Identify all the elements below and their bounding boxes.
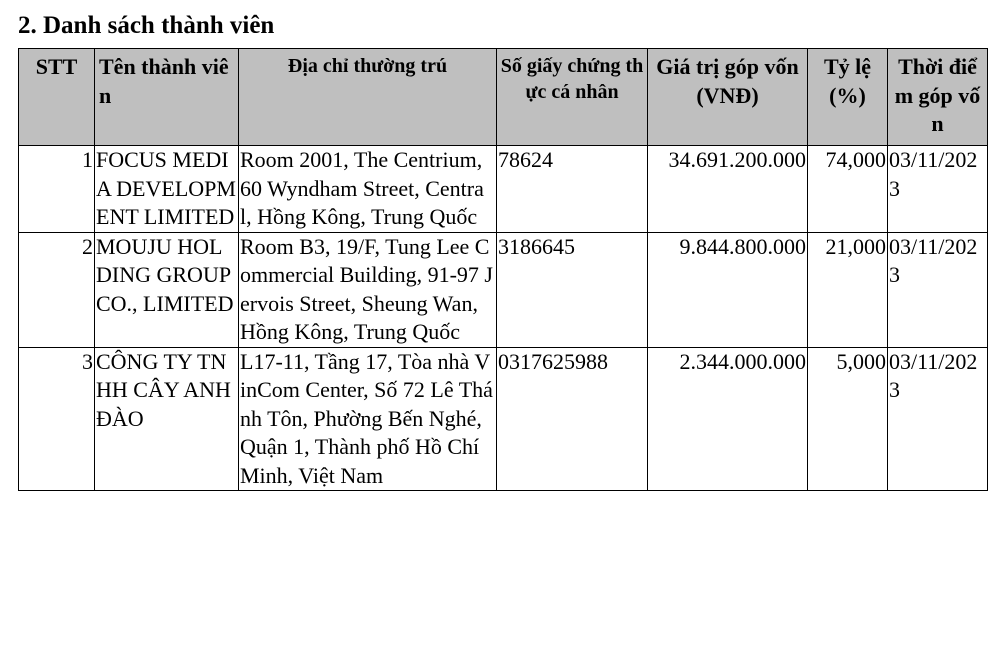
header-address: Địa chỉ thường trú: [238, 48, 497, 146]
cell-capital: 9.844.800.000: [647, 231, 808, 348]
header-id-number: Số giấy chứng thực cá nhân: [496, 48, 648, 146]
cell-id-number: 3186645: [496, 231, 648, 348]
cell-stt: 1: [18, 145, 95, 233]
cell-address: Room 2001, The Centrium, 60 Wyndham Stre…: [238, 145, 497, 233]
section-title: 2. Danh sách thành viên: [18, 12, 275, 39]
header-time: Thời điểm góp vốn: [887, 48, 988, 146]
cell-id-number: 0317625988: [496, 346, 648, 491]
cell-ratio: 5,000: [807, 346, 888, 491]
cell-member-name: FOCUS MEDIA DEVELOPMENT LIMITED: [94, 145, 239, 233]
cell-stt: 2: [18, 231, 95, 348]
cell-member-name: CÔNG TY TNHH CÂY ANH ĐÀO: [94, 346, 239, 491]
header-name: Tên thành viên: [94, 48, 239, 146]
cell-member-name: MOUJU HOLDING GROUP CO., LIMITED: [94, 231, 239, 348]
cell-id-number: 78624: [496, 145, 648, 233]
member-table: STT Tên thành viên Địa chỉ thường trú Số…: [18, 48, 988, 491]
cell-capital: 2.344.000.000: [647, 346, 808, 491]
table-row: 3 CÔNG TY TNHH CÂY ANH ĐÀO L17-11, Tầng …: [18, 346, 988, 491]
cell-capital: 34.691.200.000: [647, 145, 808, 233]
table-row: 2 MOUJU HOLDING GROUP CO., LIMITED Room …: [18, 231, 988, 348]
cell-address: Room B3, 19/F, Tung Lee Commercial Build…: [238, 231, 497, 348]
header-capital: Giá trị góp vốn(VNĐ): [647, 48, 808, 146]
header-stt: STT: [18, 48, 95, 146]
cell-time: 03/11/2023: [887, 231, 988, 348]
table-row: 1 FOCUS MEDIA DEVELOPMENT LIMITED Room 2…: [18, 145, 988, 233]
table-header-row: STT Tên thành viên Địa chỉ thường trú Số…: [18, 48, 988, 146]
cell-ratio: 74,000: [807, 145, 888, 233]
cell-stt: 3: [18, 346, 95, 491]
cell-time: 03/11/2023: [887, 145, 988, 233]
cell-ratio: 21,000: [807, 231, 888, 348]
cell-address: L17-11, Tầng 17, Tòa nhà VinCom Center, …: [238, 346, 497, 491]
cell-time: 03/11/2023: [887, 346, 988, 491]
header-ratio: Tỷ lệ (%): [807, 48, 888, 146]
